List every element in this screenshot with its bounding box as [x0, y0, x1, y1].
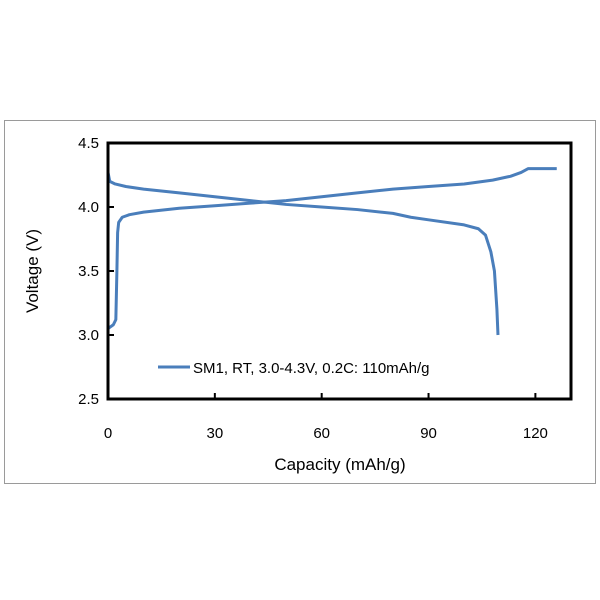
x-tick-label: 120 — [523, 425, 548, 442]
x-tick-label: 30 — [207, 425, 224, 442]
y-axis-label: Voltage (V) — [23, 229, 42, 313]
chart-frame — [4, 120, 596, 484]
x-tick-label: 90 — [420, 425, 437, 442]
charge-curve — [107, 167, 557, 330]
x-tick-label: 60 — [313, 425, 330, 442]
y-tick-label: 2.5 — [78, 391, 99, 408]
y-tick-label: 3.5 — [78, 263, 99, 280]
x-axis-label: Capacity (mAh/g) — [274, 455, 405, 474]
y-tick-label: 4.5 — [78, 135, 99, 152]
discharge-curve — [106, 172, 500, 336]
y-tick-label: 4.0 — [78, 199, 99, 216]
y-tick-label: 3.0 — [78, 327, 99, 344]
legend-label: SM1, RT, 3.0-4.3V, 0.2C: 110mAh/g — [193, 360, 430, 377]
x-tick-label: 0 — [104, 425, 112, 442]
